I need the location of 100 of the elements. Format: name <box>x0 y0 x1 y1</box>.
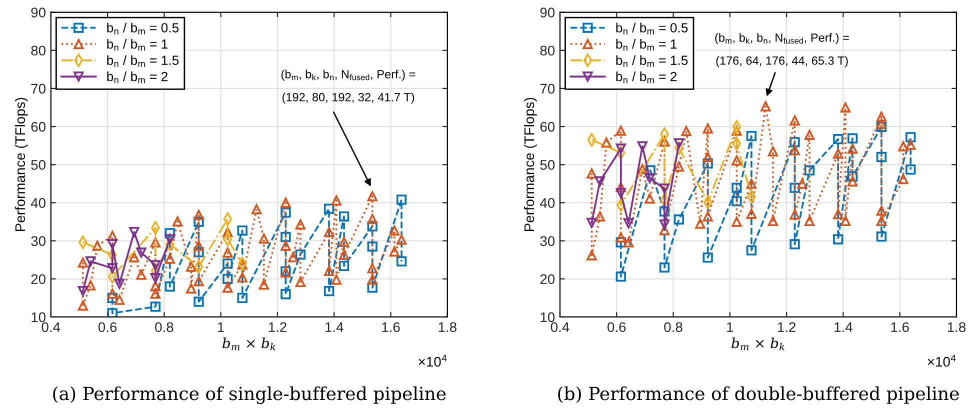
point <box>906 132 916 142</box>
point <box>258 233 269 244</box>
point <box>150 237 160 248</box>
point <box>331 195 342 206</box>
x-tick-label: 1.2 <box>268 322 286 332</box>
point <box>280 240 291 251</box>
point <box>847 144 858 154</box>
point <box>136 270 146 280</box>
point <box>906 140 916 150</box>
point <box>623 218 634 228</box>
point <box>280 289 291 300</box>
y-tick-label: 40 <box>540 198 555 208</box>
text: (a) Performance of single-buffered pipeline <box>53 386 446 404</box>
y-tick-label: 10 <box>540 312 555 322</box>
point <box>586 218 597 228</box>
legend-label: b$_{n}$ / b$_{m}$ = 0.5 <box>107 22 179 34</box>
point <box>746 130 757 142</box>
point <box>338 211 350 222</box>
legend-label: b$_{n}$ / b$_{m}$ = 2 <box>616 72 677 84</box>
point <box>280 208 291 218</box>
point <box>833 134 844 144</box>
point <box>847 133 858 144</box>
y-tick-label: 80 <box>31 46 46 56</box>
y-tick-label: 20 <box>31 274 46 284</box>
point <box>107 288 118 299</box>
point <box>222 226 233 238</box>
point <box>702 123 713 134</box>
x-tick-label: 1.4 <box>834 322 852 332</box>
point <box>876 206 887 216</box>
point <box>876 122 887 132</box>
point <box>876 152 887 162</box>
point <box>367 263 378 274</box>
point <box>237 259 248 270</box>
x-tick-label: 1.8 <box>438 322 456 332</box>
y-tick-label: 50 <box>540 160 555 170</box>
legend-label: b$_{n}$ / b$_{m}$ = 1.5 <box>616 55 688 67</box>
y-axis-title: Performance (TFlops) <box>14 98 28 232</box>
point <box>702 152 713 162</box>
point <box>338 260 350 272</box>
point <box>616 126 626 136</box>
point <box>331 274 342 285</box>
point <box>898 141 908 152</box>
point <box>324 226 334 238</box>
point <box>659 206 670 217</box>
point <box>367 282 378 293</box>
point <box>367 221 378 232</box>
point <box>107 239 118 250</box>
point <box>164 281 175 292</box>
point <box>746 208 757 219</box>
x-tick-label: 0.4 <box>550 322 570 332</box>
point <box>623 237 634 248</box>
point <box>586 250 597 260</box>
y-tick-label: 50 <box>31 160 46 170</box>
point <box>194 296 204 307</box>
y-tick-label: 90 <box>540 8 555 18</box>
legend-label: b$_{n}$ / b$_{m}$ = 1.5 <box>107 55 179 67</box>
point <box>251 204 262 214</box>
point <box>840 216 851 226</box>
point <box>702 211 713 222</box>
point <box>78 286 88 296</box>
y-tick-label: 30 <box>31 236 46 246</box>
point <box>288 252 298 262</box>
point <box>280 232 291 242</box>
point <box>222 282 233 293</box>
text: (b) Performance of double-buffered pipeline <box>558 386 959 404</box>
x-axis-title: b$_{m}$ × b$_{k}$ <box>732 338 784 350</box>
point <box>659 262 670 273</box>
x-tick-label: 1 <box>218 322 224 332</box>
point <box>898 174 908 184</box>
point <box>164 234 175 244</box>
point <box>906 164 916 175</box>
point <box>659 184 670 194</box>
point <box>129 226 140 238</box>
point <box>389 225 400 236</box>
point <box>659 136 670 146</box>
y-tick-label: 20 <box>540 274 555 284</box>
point <box>594 176 605 186</box>
point <box>637 141 648 152</box>
text: (b$_{m}$, b$_{k}$, b$_{n}$, N$_{fused}$, Perf.) = <box>715 33 849 44</box>
point <box>164 228 175 238</box>
point <box>790 239 800 250</box>
point <box>114 294 125 305</box>
point <box>732 126 742 136</box>
point <box>702 252 713 263</box>
point <box>396 234 407 245</box>
point <box>107 292 118 303</box>
point <box>389 246 400 257</box>
point <box>746 245 757 256</box>
point <box>150 273 160 284</box>
point <box>114 278 125 289</box>
x-tick-label: 1 <box>727 322 734 332</box>
point <box>129 252 140 262</box>
point <box>659 219 670 230</box>
point <box>790 137 800 148</box>
text: ×10$^{4}$ <box>418 354 447 367</box>
y-tick-label: 70 <box>540 84 555 94</box>
text: (b$_{m}$, b$_{k}$, b$_{n}$, N$_{fused}$, Perf.) = <box>281 70 416 81</box>
point <box>732 196 742 206</box>
point <box>746 178 757 189</box>
y-tick-label: 60 <box>31 122 46 132</box>
